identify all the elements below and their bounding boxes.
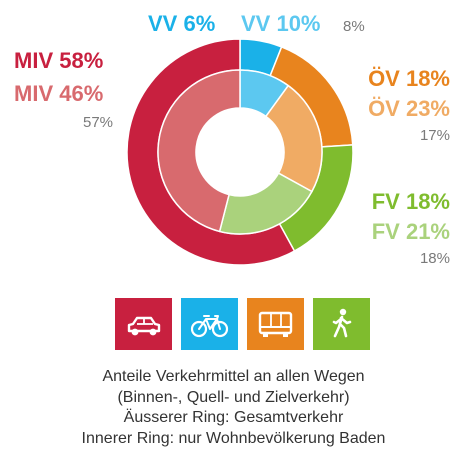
label-fv-inner: FV 21% (371, 219, 450, 244)
label-vv-inner: VV 10% (241, 11, 321, 36)
label-vv-outer: VV 6% (148, 11, 216, 36)
caption-line-4: Innerer Ring: nur Wohnbevölkerung Baden (81, 429, 386, 447)
pedestrian-icon (313, 298, 370, 350)
label-miv-reference: 57% (83, 114, 114, 131)
donut-chart (126, 38, 354, 266)
caption-line-1: Anteile Verkehrmittel an allen Wegen (102, 368, 365, 385)
bicycle-icon (181, 298, 238, 350)
label-ov-outer: ÖV 18% (368, 66, 450, 91)
label-ov-reference: 17% (419, 127, 450, 144)
caption-line-2: (Binnen-, Quell- und Zielverkehr) (117, 388, 350, 406)
label-fv-outer: FV 18% (371, 189, 450, 214)
inner-ring (157, 69, 323, 235)
slice-inner-miv (157, 69, 241, 233)
chart-caption: Anteile Verkehrmittel an allen Wegen (Bi… (0, 367, 467, 449)
bus-icon (247, 298, 304, 350)
caption-line-3: Äusserer Ring: Gesamtverkehr (123, 409, 344, 426)
label-ov-inner: ÖV 23% (368, 96, 450, 121)
label-vv-reference: 8% (343, 18, 365, 35)
label-miv-outer: MIV 58% (14, 48, 104, 73)
label-fv-reference: 18% (419, 250, 450, 267)
label-miv-inner: MIV 46% (14, 81, 104, 106)
car-icon (115, 298, 172, 350)
